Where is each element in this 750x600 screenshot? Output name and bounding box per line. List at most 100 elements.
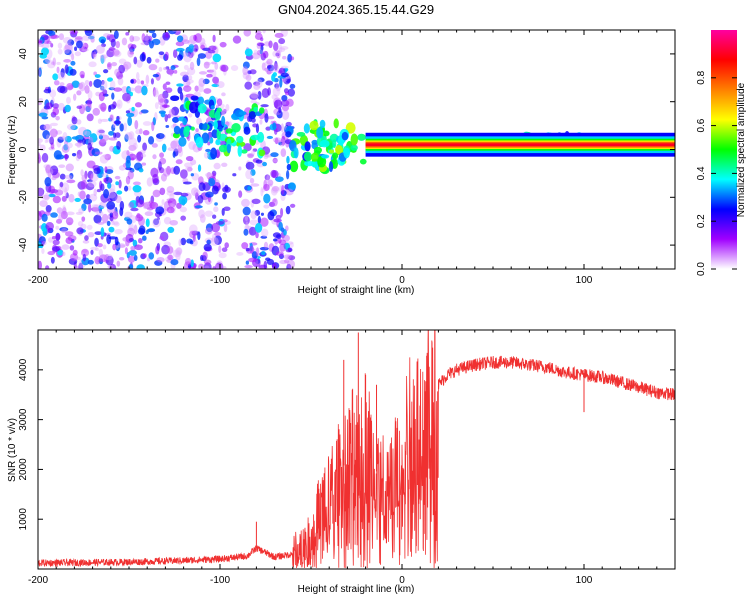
noise-speckle <box>166 165 171 175</box>
noise-speckle <box>189 61 195 71</box>
noise-speckle <box>38 142 42 147</box>
noise-speckle <box>72 93 77 101</box>
noise-speckle <box>158 66 163 72</box>
noise-speckle <box>136 59 143 68</box>
noise-speckle <box>83 198 92 205</box>
x-tick-label: -200 <box>28 275 48 286</box>
carrier-band <box>365 143 675 147</box>
noise-speckle <box>61 182 70 193</box>
noise-speckle <box>101 173 109 178</box>
noise-speckle <box>185 155 194 162</box>
noise-speckle <box>165 32 169 38</box>
noise-speckle <box>142 130 150 136</box>
feature-blob <box>335 145 343 155</box>
noise-speckle <box>52 195 62 204</box>
noise-speckle <box>289 242 294 248</box>
noise-speckle <box>100 134 110 141</box>
noise-speckle <box>87 179 93 183</box>
noise-speckle <box>90 249 94 255</box>
noise-speckle <box>272 137 282 143</box>
noise-speckle <box>272 63 279 72</box>
feature-blob <box>257 131 265 143</box>
noise-speckle <box>138 168 144 173</box>
noise-speckle <box>139 53 146 62</box>
noise-speckle <box>38 138 43 144</box>
noise-speckle <box>45 134 50 143</box>
noise-speckle <box>62 131 68 142</box>
noise-speckle <box>117 103 121 107</box>
noise-speckle <box>61 251 66 257</box>
noise-speckle <box>197 194 204 204</box>
noise-speckle <box>55 115 60 121</box>
noise-speckle <box>74 46 78 52</box>
noise-speckle <box>57 42 63 49</box>
noise-speckle <box>41 47 49 56</box>
noise-speckle <box>69 68 77 76</box>
noise-speckle <box>64 64 69 75</box>
noise-speckle <box>173 69 178 74</box>
feature-blob <box>332 152 339 160</box>
noise-speckle <box>112 49 120 56</box>
noise-speckle <box>100 39 106 44</box>
noise-speckle <box>189 224 198 235</box>
noise-speckle <box>99 154 109 164</box>
noise-speckle <box>214 62 219 70</box>
noise-speckle <box>64 104 71 113</box>
noise-speckle <box>155 245 160 255</box>
noise-speckle <box>96 128 105 137</box>
noise-speckle <box>212 214 217 219</box>
noise-speckle <box>144 211 154 217</box>
noise-speckle <box>116 190 123 195</box>
noise-speckle <box>109 80 116 90</box>
noise-speckle <box>169 192 175 202</box>
noise-speckle <box>221 162 228 167</box>
colorbar-tick-label: 0.0 <box>696 262 707 276</box>
noise-speckle <box>138 128 143 135</box>
noise-speckle <box>172 151 176 158</box>
noise-speckle <box>175 159 183 165</box>
noise-speckle <box>70 60 76 66</box>
noise-speckle <box>74 36 83 40</box>
noise-speckle <box>263 241 269 249</box>
noise-speckle <box>123 61 132 70</box>
noise-speckle <box>133 254 138 262</box>
noise-speckle <box>202 78 210 85</box>
feature-blob <box>221 115 226 127</box>
noise-speckle <box>132 184 142 193</box>
noise-speckle <box>198 263 205 269</box>
noise-speckle <box>49 136 55 145</box>
noise-speckle <box>111 61 118 67</box>
feature-blob <box>178 136 187 147</box>
noise-speckle <box>113 210 118 218</box>
noise-speckle <box>222 186 231 193</box>
noise-speckle <box>152 87 157 97</box>
noise-speckle <box>203 88 212 94</box>
noise-speckle <box>93 167 101 175</box>
noise-speckle <box>66 123 76 131</box>
noise-speckle <box>55 218 63 224</box>
noise-speckle <box>205 148 211 153</box>
noise-speckle <box>115 181 119 186</box>
noise-speckle <box>50 43 54 48</box>
feature-blob <box>253 106 259 113</box>
noise-speckle <box>42 59 50 64</box>
noise-speckle <box>76 105 83 110</box>
noise-speckle <box>127 116 133 127</box>
noise-speckle <box>128 137 137 148</box>
noise-speckle <box>249 69 257 75</box>
colorbar-tick-label: 0.2 <box>696 214 707 228</box>
noise-speckle <box>279 77 283 88</box>
noise-speckle <box>165 124 170 129</box>
noise-speckle <box>81 203 87 212</box>
noise-speckle <box>87 142 92 151</box>
noise-speckle <box>93 214 102 224</box>
noise-speckle <box>196 57 201 67</box>
noise-speckle <box>118 257 125 261</box>
colorbar-tick-label: 0.6 <box>696 118 707 132</box>
x-tick-label: 0 <box>399 275 405 286</box>
noise-speckle <box>109 114 114 121</box>
feature-blob <box>226 143 231 154</box>
noise-speckle <box>94 74 101 78</box>
noise-speckle <box>145 230 149 234</box>
